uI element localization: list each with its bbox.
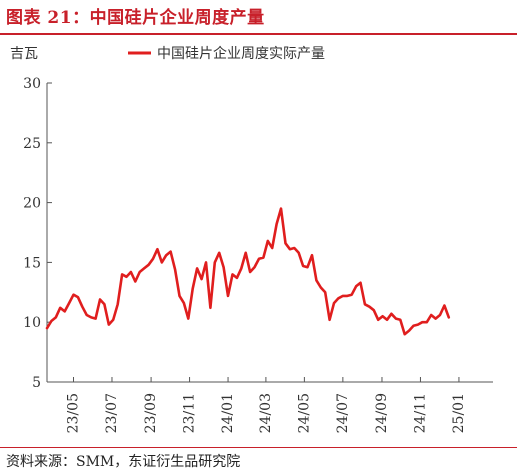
x-tick-label: 25/01 (451, 393, 467, 433)
y-axis-unit-label: 吉瓦 (10, 46, 38, 62)
x-tick-label: 23/07 (104, 393, 120, 433)
x-tick-label: 24/11 (412, 393, 428, 433)
y-tick-label: 15 (23, 255, 41, 271)
y-tick-label: 5 (32, 375, 41, 391)
y-tick-label: 25 (23, 136, 41, 152)
x-tick-label: 24/07 (335, 393, 351, 433)
source-note: 资料来源：SMM，东证衍生品研究院 (6, 454, 241, 470)
x-tick-label: 24/01 (220, 393, 236, 433)
x-tick-label: 24/05 (296, 393, 312, 433)
y-tick-label: 20 (23, 196, 41, 212)
source-rule (0, 447, 517, 448)
x-tick-label: 24/09 (374, 393, 390, 433)
series-group (45, 207, 451, 336)
title-rule (0, 33, 517, 35)
figure-title: 图表 21：中国硅片企业周度产量 (6, 8, 265, 28)
x-axis-ticks: 23/05 23/07 23/09 23/11 24/01 24/03 24/05 24/07… (65, 377, 467, 433)
y-tick-label: 10 (23, 315, 41, 331)
x-tick-label: 24/03 (258, 393, 274, 433)
series-line (45, 207, 451, 336)
y-axis-ticks: 5 10 15 20 25 30 (23, 76, 52, 391)
y-tick-label: 30 (23, 76, 41, 92)
x-tick-label: 23/05 (65, 393, 81, 433)
x-tick-label: 23/09 (143, 393, 159, 433)
axes (46, 83, 493, 383)
x-tick-label: 23/11 (182, 393, 198, 433)
legend-label: 中国硅片企业周度实际产量 (157, 45, 325, 62)
legend: 中国硅片企业周度实际产量 (128, 45, 325, 62)
